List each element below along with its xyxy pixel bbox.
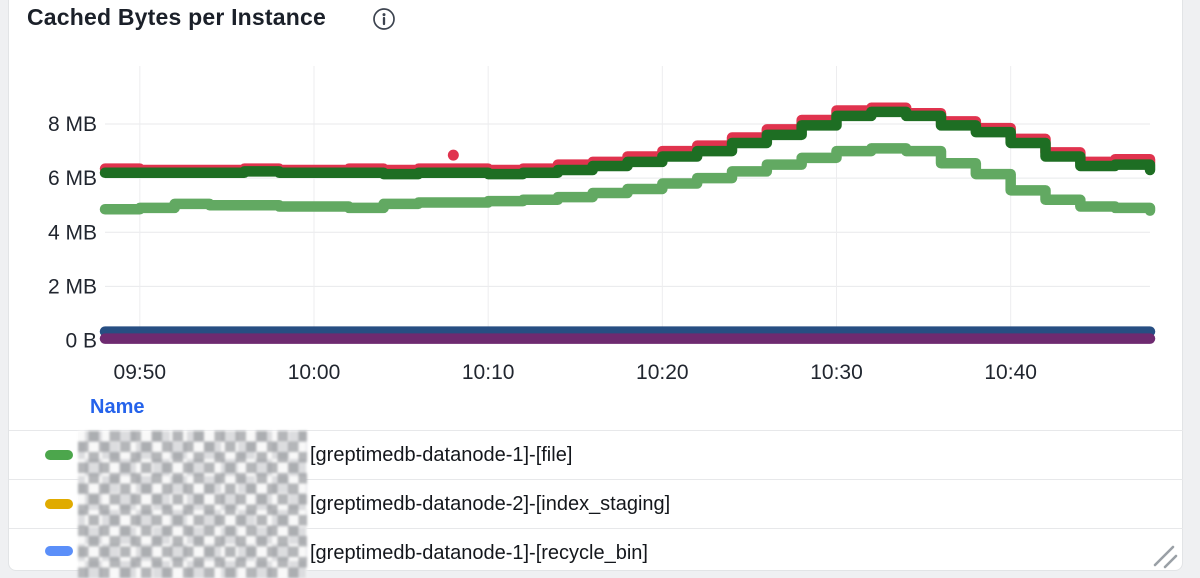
x-tick-label: 09:50 — [114, 361, 167, 384]
y-tick-label: 4 MB — [48, 221, 97, 244]
legend-row-file[interactable]: [greptimedb-datanode-1]-[file] — [9, 430, 1183, 479]
legend-row-index-staging[interactable]: [greptimedb-datanode-2]-[index_staging] — [9, 479, 1183, 528]
x-tick-label: 10:10 — [462, 361, 515, 384]
outlier-point[interactable] — [447, 149, 459, 161]
y-tick-label: 0 B — [65, 330, 97, 353]
legend-column-header-name[interactable]: Name — [90, 396, 145, 418]
series-swatch-green — [45, 450, 73, 460]
y-tick-label: 2 MB — [48, 275, 97, 298]
resize-handle-icon[interactable] — [1150, 540, 1180, 575]
series-swatch-yellow — [45, 499, 73, 509]
info-icon[interactable] — [372, 7, 396, 36]
series-line-light-green[interactable] — [99, 143, 1156, 216]
series-swatch-blue — [45, 546, 73, 556]
y-tick-label: 8 MB — [48, 113, 97, 136]
x-tick-label: 10:30 — [810, 361, 863, 384]
legend-label: [greptimedb-datanode-2]-[index_staging] — [310, 493, 671, 515]
panel-title: Cached Bytes per Instance — [27, 4, 327, 30]
x-tick-label: 10:40 — [984, 361, 1037, 384]
legend-row-recycle-bin[interactable]: [greptimedb-datanode-1]-[recycle_bin] — [9, 528, 1183, 571]
x-tick-label: 10:00 — [288, 361, 341, 384]
series-line-dark-green[interactable] — [99, 106, 1156, 180]
legend-label: [greptimedb-datanode-1]-[file] — [310, 444, 573, 466]
redacted-pixelated-region — [78, 431, 307, 578]
x-tick-label: 10:20 — [636, 361, 689, 384]
y-tick-label: 6 MB — [48, 167, 97, 190]
legend-label: [greptimedb-datanode-1]-[recycle_bin] — [310, 542, 648, 564]
